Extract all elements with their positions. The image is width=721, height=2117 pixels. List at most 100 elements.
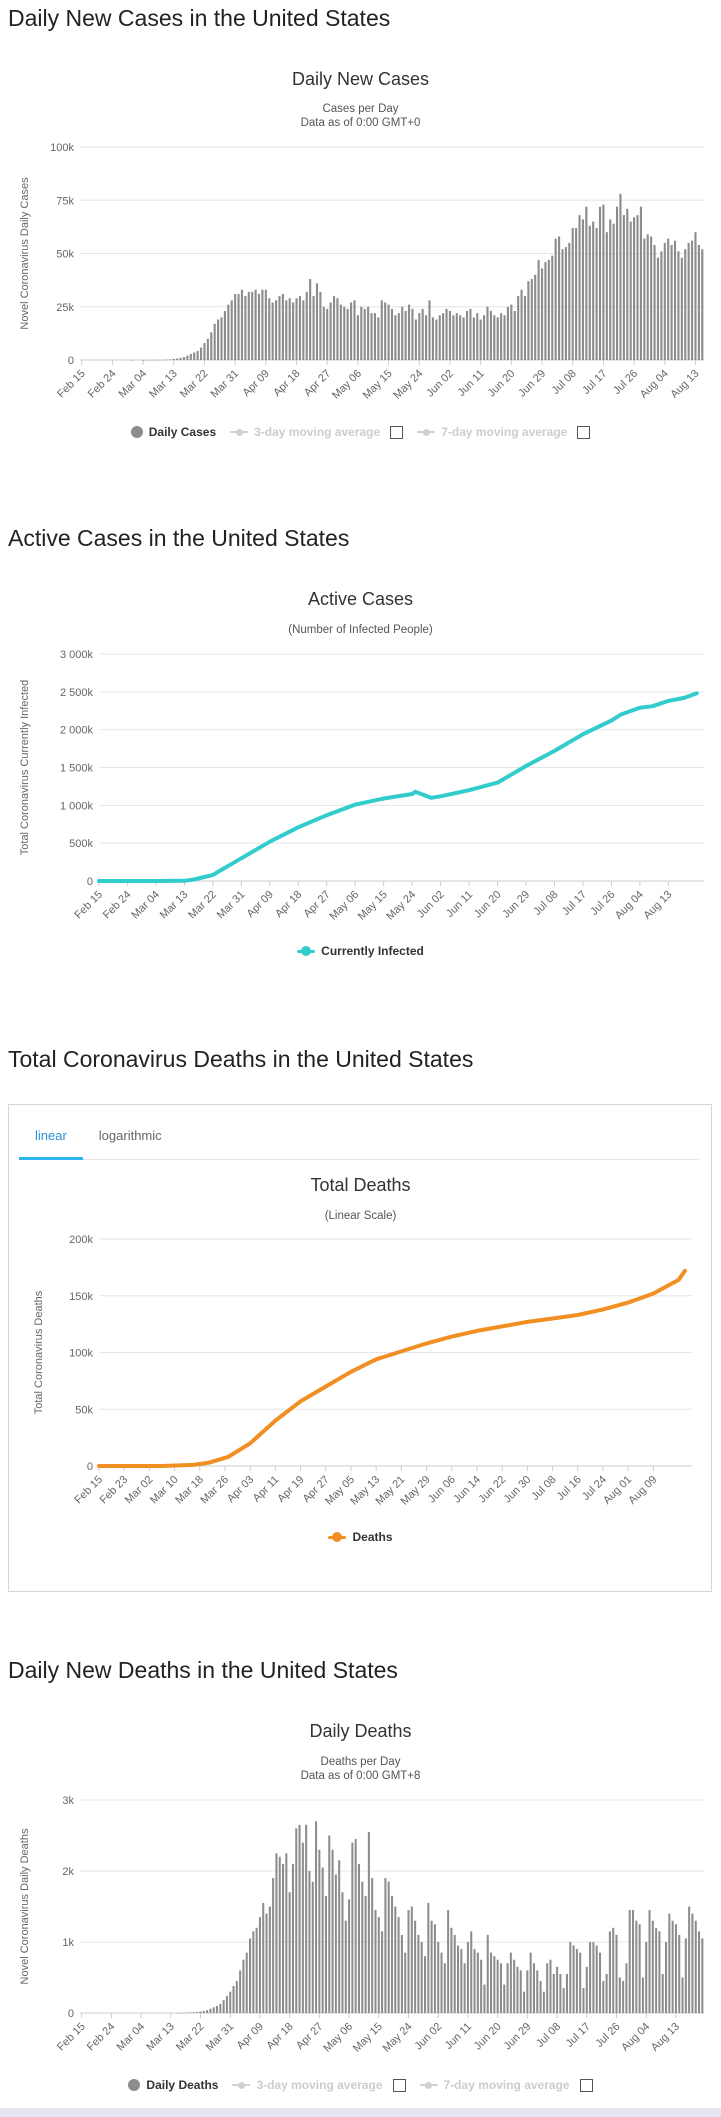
bar (360, 306, 363, 360)
series-line-total_deaths (97, 1268, 687, 1468)
checkbox-7-day-average[interactable] (577, 425, 591, 439)
bar (625, 1963, 628, 2013)
series-line-active_cases (97, 691, 699, 883)
legend-item-daily-deaths[interactable]: Daily Deaths (128, 2078, 218, 2092)
tab-logarithmic[interactable]: logarithmic (98, 1128, 162, 1143)
chart-subtitle2-daily-deaths: Data as of 0:00 GMT+8 (300, 1770, 421, 1782)
bar (255, 1927, 258, 2013)
daily-deaths-chart[interactable]: 0 1k 2k 3k Novel Coronavirus Daily Deaths Feb… (0, 0, 721, 2060)
legend-item-7-day-average-deaths[interactable]: 7-day moving average (419, 2078, 593, 2092)
bar (152, 359, 155, 361)
x-tick-label: Mar 13 (144, 2021, 177, 2054)
bar (356, 315, 359, 360)
bar (341, 1892, 344, 2013)
bar (618, 1977, 621, 2013)
bar (206, 2010, 209, 2013)
bar (648, 1910, 651, 2013)
bar (199, 2011, 202, 2013)
bar (506, 306, 509, 360)
legend-label-3-day-average-deaths: 3-day moving average (256, 2078, 383, 2092)
bar (182, 2012, 186, 2014)
daily-cases-legend: Daily Cases 3-day moving average 7-day m… (0, 425, 721, 439)
bar (242, 1959, 245, 2013)
bar (564, 247, 567, 360)
checkbox-3-day-average[interactable] (390, 425, 404, 439)
bar (251, 291, 254, 360)
bar (210, 332, 213, 360)
bar (380, 300, 383, 360)
checkbox-3-day-average-deaths[interactable] (392, 2078, 406, 2092)
bar (506, 1963, 509, 2013)
bar (232, 1986, 235, 2013)
y-axis-title: Total Coronavirus Currently Infected (19, 680, 31, 855)
section-title-daily-deaths: Daily New Deaths in the United States (8, 1657, 398, 1683)
bar (350, 302, 353, 360)
bar (373, 313, 377, 360)
bar (217, 319, 220, 360)
bar (450, 1927, 453, 2013)
bar (281, 293, 284, 360)
daily-cases-chart[interactable]: 0 25k 50k 75k 100k Novel Coronavirus Daily Ca… (0, 0, 721, 430)
bar (575, 227, 578, 360)
bar (445, 308, 448, 360)
bar (220, 317, 223, 360)
bar (503, 315, 506, 360)
bar (435, 319, 438, 360)
tab-linear[interactable]: linear (19, 1115, 83, 1160)
bar (472, 317, 475, 360)
bar (465, 311, 469, 360)
bar (517, 296, 520, 360)
bar (298, 1824, 301, 2013)
section-title-total-deaths: Total Coronavirus Deaths in the United S… (8, 1046, 474, 1072)
bar (309, 279, 312, 360)
chart-title-total-deaths: Total Deaths (310, 1175, 411, 1195)
daily-deaths-legend: Daily Deaths 3-day moving average 7-day … (0, 2078, 721, 2092)
bar (262, 1902, 265, 2013)
bar (390, 308, 394, 360)
legend-item-daily-cases[interactable]: Daily Cases (130, 425, 216, 439)
legend-item-7-day-average[interactable]: 7-day moving average (417, 425, 591, 439)
legend-item-3-day-average[interactable]: 3-day moving average (230, 425, 404, 439)
bar (223, 311, 226, 360)
bar (179, 2012, 182, 2014)
bar (602, 204, 605, 360)
bar (643, 238, 646, 360)
bar (658, 1931, 661, 2013)
bar (285, 1853, 288, 2013)
x-tick-label: Jun 29 (502, 2021, 534, 2053)
bar (186, 2012, 189, 2014)
bar (404, 311, 407, 360)
bar (691, 1913, 694, 2013)
bar (288, 298, 291, 360)
y-tick-label: 150k (69, 1291, 93, 1303)
bar (489, 311, 492, 360)
bar (421, 308, 424, 360)
bar (222, 2000, 225, 2013)
bar (595, 1945, 598, 2013)
legend-item-currently-infected[interactable]: Currently Infected (297, 944, 424, 958)
line-marker-icon (328, 1531, 347, 1543)
bar (371, 1878, 374, 2013)
checkbox-7-day-average-deaths[interactable] (579, 2078, 593, 2092)
bar (530, 279, 533, 360)
bar (493, 315, 496, 360)
x-tick-label: Jul 08 (534, 2021, 563, 2050)
total-deaths-chart[interactable]: 0 50k 100k 150k 200k Total Coronavirus Deaths… (0, 0, 721, 1530)
bar (605, 1973, 608, 2013)
bar (315, 283, 319, 360)
bar (516, 1966, 519, 2013)
bar (697, 244, 700, 360)
bar (651, 1920, 654, 2013)
legend-item-3-day-average-deaths[interactable]: 3-day moving average (232, 2078, 406, 2092)
legend-item-deaths[interactable]: Deaths (328, 1530, 393, 1544)
bar (431, 317, 434, 360)
bar (579, 1952, 582, 2013)
y-tick-label: 100k (50, 142, 74, 154)
bar (605, 232, 608, 360)
bar (452, 315, 455, 360)
active-cases-chart[interactable]: 0 500k 1 000k 1 500k 2 000k 2 500k 3 000k Total… (0, 0, 721, 950)
bar (667, 238, 670, 360)
y-tick-label: 50k (56, 249, 74, 261)
bar (407, 1910, 410, 2013)
bar (377, 1917, 380, 2013)
